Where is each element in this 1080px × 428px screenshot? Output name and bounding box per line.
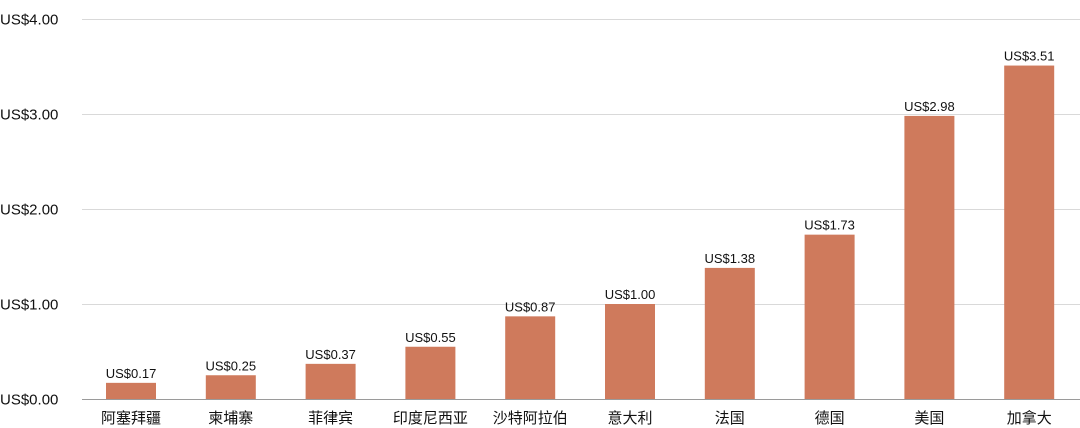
category-label: 阿塞拜疆 [101,409,161,427]
category-label: 柬埔寨 [208,409,253,427]
category-labels: 阿塞拜疆 柬埔寨 菲律宾 印度尼西亚 沙特阿拉伯 意大利 法国 德国 美国 加拿大 [101,409,1052,427]
category-label: 印度尼西亚 [393,410,468,427]
bar-value-label: US$1.73 [804,218,855,233]
data-labels: US$0.17 US$0.25 US$0.37 US$0.55 US$0.87 US$1.… [106,49,1055,381]
bar [305,363,356,399]
y-tick-label: US$3.00 [0,107,58,124]
category-label: 意大利 [607,409,652,427]
bar [1004,65,1055,400]
bars [106,65,1055,400]
bar [605,304,655,399]
bar-value-label: US$0.87 [505,299,556,314]
y-axis-tick-labels: US$0.00 US$1.00 US$2.00 US$3.00 US$4.00 [0,12,58,409]
bar-value-label: US$2.98 [904,99,955,114]
bar [704,267,755,399]
bar-value-label: US$0.17 [106,366,157,381]
bar [804,234,855,399]
category-label: 加拿大 [1007,409,1052,427]
category-label: 德国 [815,409,845,427]
category-label: 菲律宾 [308,410,353,427]
y-tick-label: US$0.00 [0,392,58,409]
bar-value-label: US$1.38 [705,251,756,266]
y-tick-label: US$2.00 [0,202,58,219]
bar-value-label: US$3.51 [1004,49,1055,64]
bar [405,346,456,399]
bar-value-label: US$1.00 [605,287,656,302]
bar [205,375,256,399]
category-label: 沙特阿拉伯 [493,410,568,427]
y-tick-label: US$4.00 [0,12,58,29]
bar-value-label: US$0.25 [206,358,257,373]
category-label: 美国 [914,410,944,427]
bar [505,316,556,399]
bar [904,115,955,400]
category-label: 法国 [715,410,745,427]
bar [106,382,156,399]
bar-value-label: US$0.37 [305,347,356,362]
y-tick-label: US$1.00 [0,297,58,314]
bar-value-label: US$0.55 [405,330,456,345]
